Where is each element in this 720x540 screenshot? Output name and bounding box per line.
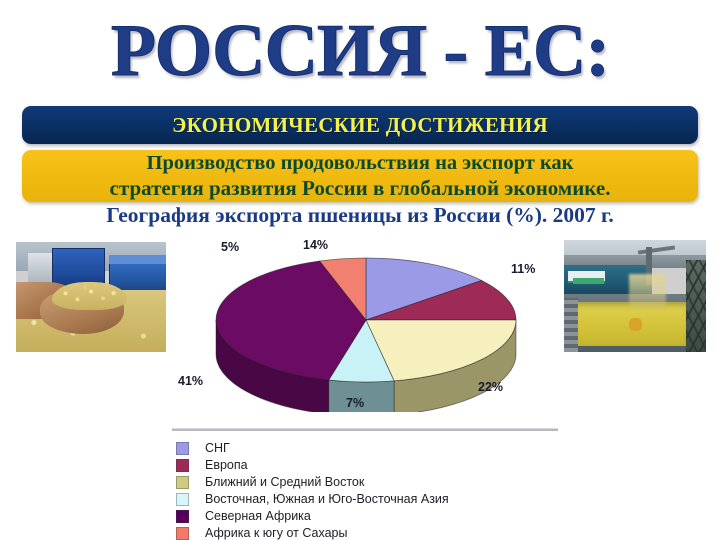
legend-swatch-6 bbox=[176, 526, 189, 540]
yellow-banner-line-2: стратегия развития России в глобальной э… bbox=[109, 176, 611, 200]
pie-graphic bbox=[170, 232, 562, 417]
blue-banner-text: ЭКОНОМИЧЕСКИЕ ДОСТИЖЕНИЯ bbox=[172, 112, 548, 137]
slice-value-label-4: 7% bbox=[346, 396, 365, 410]
legend-label-2: Европа bbox=[205, 458, 248, 472]
pie-slice-6[interactable] bbox=[318, 257, 367, 322]
pie-slice-1[interactable] bbox=[365, 257, 483, 321]
legend-item-6[interactable]: Африка к югу от Сахары bbox=[176, 525, 556, 540]
legend-label-1: СНГ bbox=[205, 441, 230, 455]
yellow-banner-line-1: Производство продовольствия на экспорт к… bbox=[146, 152, 574, 174]
photo-ship-loading bbox=[564, 240, 706, 352]
legend-label-4: Восточная, Южная и Юго-Восточная Азия bbox=[205, 492, 449, 506]
photo-crane-mast bbox=[646, 246, 653, 285]
legend-label-3: Ближний и Средний Восток bbox=[205, 475, 365, 489]
chart-subtitle: География экспорта пшеницы из России (%)… bbox=[106, 203, 614, 227]
legend-swatch-5 bbox=[176, 509, 189, 523]
legend-swatch-4 bbox=[176, 492, 189, 506]
photo-truck-cab bbox=[28, 253, 55, 286]
pie-chart: 5% 14% 11% 22% 7% 41% СНГ Европа Ближний и… bbox=[170, 232, 562, 540]
legend-item-2[interactable]: Европа bbox=[176, 457, 556, 473]
legend-label-6: Африка к югу от Сахары bbox=[205, 526, 348, 540]
slice-value-label-6: 5% bbox=[221, 240, 240, 254]
pie-slice-3[interactable] bbox=[365, 319, 517, 382]
photo-boat-hull bbox=[572, 278, 604, 284]
photo-grain-dust bbox=[629, 273, 667, 310]
yellow-banner: Производство продовольствия на экспорт к… bbox=[22, 150, 698, 202]
chart-legend: СНГ Европа Ближний и Средний Восток Восточн… bbox=[176, 440, 556, 540]
pie-slice-2[interactable] bbox=[365, 280, 517, 321]
legend-swatch-3 bbox=[176, 475, 189, 489]
legend-swatch-1 bbox=[176, 441, 189, 455]
slice-value-label-5: 41% bbox=[178, 374, 204, 388]
blue-banner: ЭКОНОМИЧЕСКИЕ ДОСТИЖЕНИЯ bbox=[22, 106, 698, 144]
legend-item-5[interactable]: Северная Африка bbox=[176, 508, 556, 524]
photo-worker bbox=[629, 318, 643, 331]
photo-rigging bbox=[686, 260, 706, 352]
slice-value-label-3: 22% bbox=[478, 380, 504, 394]
legend-swatch-2 bbox=[176, 458, 189, 472]
legend-item-3[interactable]: Ближний и Средний Восток bbox=[176, 474, 556, 490]
legend-label-5: Северная Африка bbox=[205, 509, 311, 523]
legend-divider bbox=[172, 428, 558, 431]
slice-value-label-2: 11% bbox=[511, 262, 536, 276]
pie-svg bbox=[215, 257, 517, 417]
photo-grain-in-hands bbox=[16, 242, 166, 352]
photo-grain-pile bbox=[52, 281, 127, 311]
photo-truck-rim bbox=[109, 255, 166, 264]
photo-quay-edge bbox=[564, 298, 579, 352]
slice-value-label-1: 14% bbox=[303, 238, 329, 252]
page-title: РОССИЯ - ЕС: bbox=[110, 10, 610, 93]
pie-slice-5[interactable] bbox=[215, 260, 367, 381]
legend-item-4[interactable]: Восточная, Южная и Юго-Восточная Азия bbox=[176, 491, 556, 507]
legend-item-1[interactable]: СНГ bbox=[176, 440, 556, 456]
yellow-banner-text: Производство продовольствия на экспорт к… bbox=[110, 151, 611, 201]
